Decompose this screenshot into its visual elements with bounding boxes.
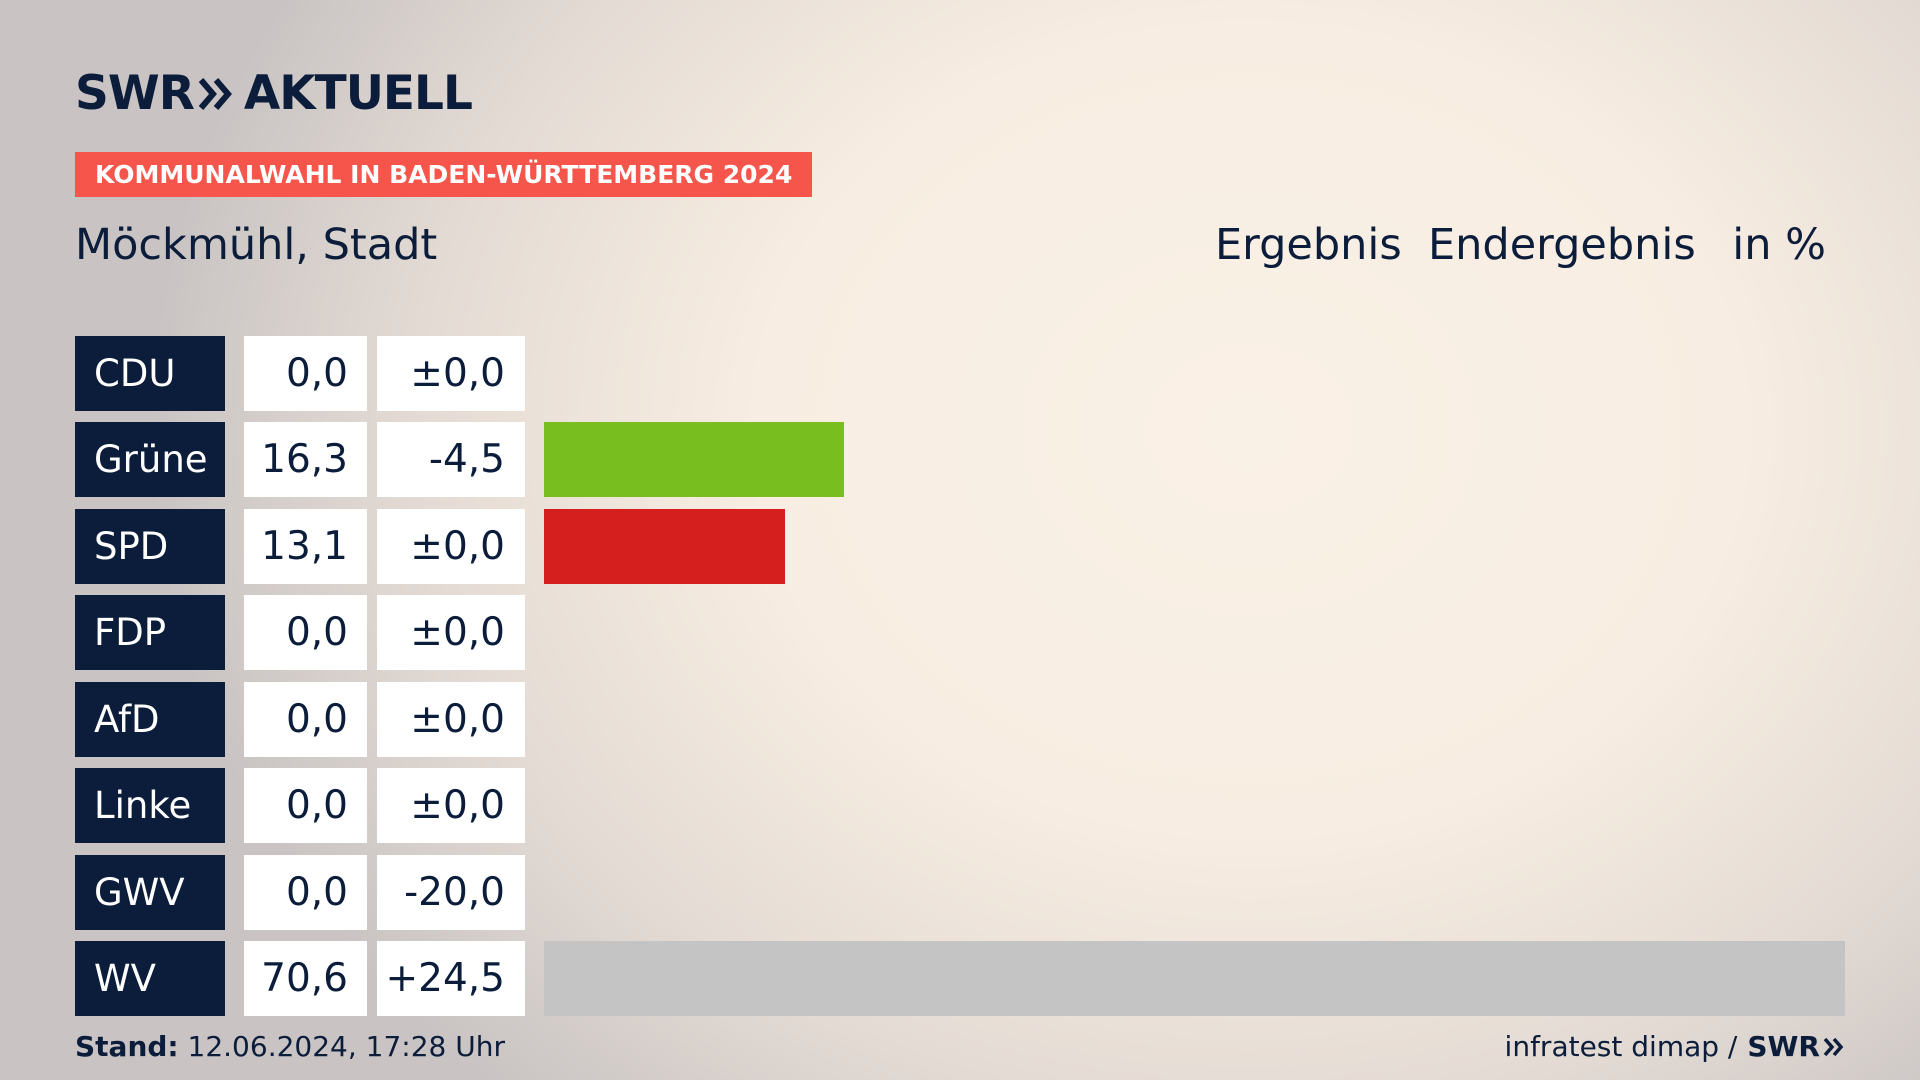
result-bar xyxy=(544,941,1845,1016)
vote-share: 70,6 xyxy=(244,941,367,1016)
party-label: GWV xyxy=(75,855,225,930)
party-label: CDU xyxy=(75,336,225,411)
vote-change: ±0,0 xyxy=(377,336,525,411)
party-label: WV xyxy=(75,941,225,1016)
source-credit: infratest dimap / SWR xyxy=(1505,1030,1845,1063)
party-row-cdu: CDU 0,0 ±0,0 xyxy=(75,336,1845,411)
logo-swr-text: SWR xyxy=(75,66,195,121)
double-chevron-icon xyxy=(198,77,232,110)
vote-share: 0,0 xyxy=(244,336,367,411)
vote-change: ±0,0 xyxy=(377,768,525,843)
party-row-wv: WV 70,6 +24,5 xyxy=(75,941,1845,1016)
vote-share: 0,0 xyxy=(244,855,367,930)
party-row-gwv: GWV 0,0 -20,0 xyxy=(75,855,1845,930)
vote-change: -20,0 xyxy=(377,855,525,930)
party-label: FDP xyxy=(75,595,225,670)
party-row-gruene: Grüne 16,3 -4,5 xyxy=(75,422,1845,497)
swr-aktuell-logo: SWR AKTUELL xyxy=(75,66,473,121)
source-text: infratest dimap / xyxy=(1504,1030,1738,1063)
vote-share: 0,0 xyxy=(244,595,367,670)
vote-share: 0,0 xyxy=(244,682,367,757)
vote-change: ±0,0 xyxy=(377,595,525,670)
vote-share: 16,3 xyxy=(244,422,367,497)
party-label: SPD xyxy=(75,509,225,584)
party-row-afd: AfD 0,0 ±0,0 xyxy=(75,682,1845,757)
place-title: Möckmühl, Stadt xyxy=(75,220,438,270)
source-brand: SWR xyxy=(1747,1030,1820,1063)
party-row-linke: Linke 0,0 ±0,0 xyxy=(75,768,1845,843)
party-row-fdp: FDP 0,0 ±0,0 xyxy=(75,595,1845,670)
stand-label: Stand: xyxy=(75,1030,179,1063)
vote-change: +24,5 xyxy=(377,941,525,1016)
header-result: Ergebnis xyxy=(1215,220,1402,270)
party-row-spd: SPD 13,1 ±0,0 xyxy=(75,509,1845,584)
vote-change: ±0,0 xyxy=(377,509,525,584)
vote-share: 13,1 xyxy=(244,509,367,584)
timestamp: Stand: 12.06.2024, 17:28 Uhr xyxy=(75,1030,505,1063)
stand-value: 12.06.2024, 17:28 Uhr xyxy=(187,1030,505,1063)
result-bar xyxy=(544,422,844,497)
header-status: Endergebnis xyxy=(1428,220,1696,270)
header-unit: in % xyxy=(1732,220,1826,270)
vote-change: ±0,0 xyxy=(377,682,525,757)
result-bar xyxy=(544,509,785,584)
party-label: Linke xyxy=(75,768,225,843)
logo-aktuell-text: AKTUELL xyxy=(243,66,473,121)
vote-change: -4,5 xyxy=(377,422,525,497)
election-banner: KOMMUNALWAHL IN BADEN-WÜRTTEMBERG 2024 xyxy=(75,152,813,197)
party-label: Grüne xyxy=(75,422,225,497)
vote-share: 0,0 xyxy=(244,768,367,843)
party-label: AfD xyxy=(75,682,225,757)
double-chevron-icon xyxy=(1823,1037,1844,1056)
